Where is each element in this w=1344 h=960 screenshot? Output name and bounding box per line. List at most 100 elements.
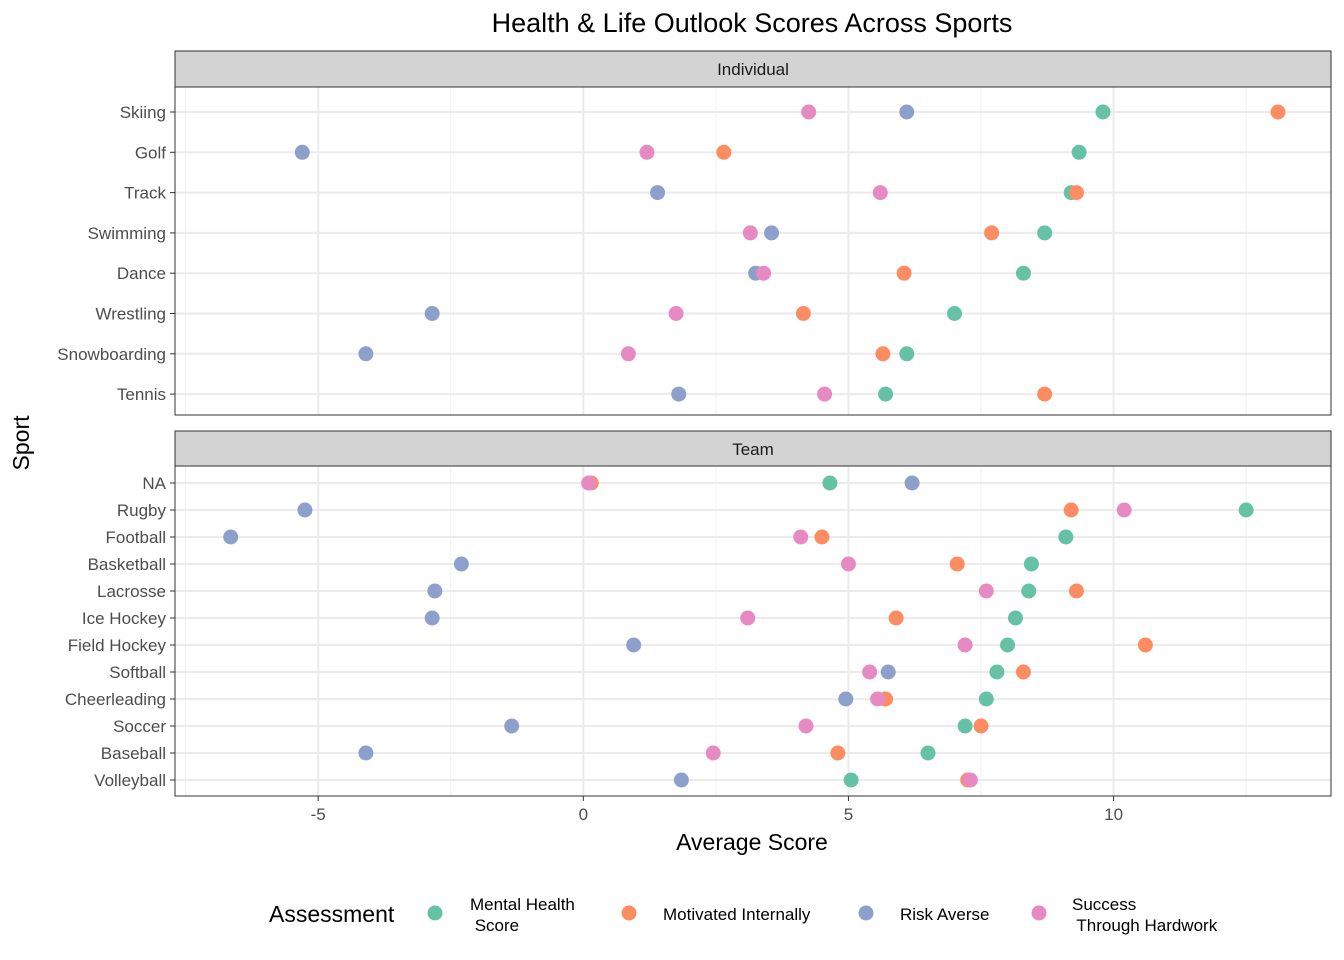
point-success-baseball xyxy=(705,745,721,761)
panel-background xyxy=(175,466,1331,796)
y-tick-label-tennis: Tennis xyxy=(117,385,166,404)
point-mental-skiing xyxy=(1095,104,1111,120)
panel-team-strip xyxy=(174,430,1332,467)
point-risk-ice-hockey xyxy=(424,610,440,626)
point-motivated-snowboarding xyxy=(875,346,891,362)
point-mental-dance xyxy=(1015,265,1031,281)
y-tick-label-soccer: Soccer xyxy=(113,717,166,736)
point-risk-tennis xyxy=(671,386,687,402)
panel-team-border xyxy=(174,465,1332,797)
point-motivated-football xyxy=(814,529,830,545)
point-risk-soccer xyxy=(504,718,520,734)
point-mental-cheerleading xyxy=(978,691,994,707)
y-tick-label-na: NA xyxy=(142,474,166,493)
point-risk-golf xyxy=(294,144,310,160)
panel-individual-grid xyxy=(175,87,1331,415)
point-mental-swimming xyxy=(1037,225,1053,241)
point-motivated-dance xyxy=(896,265,912,281)
point-success-dance xyxy=(756,265,772,281)
legend-key-motivated xyxy=(621,905,637,921)
point-mental-tennis xyxy=(878,386,894,402)
legend-label-risk: Risk Averse xyxy=(900,905,989,924)
y-tick-label-rugby: Rugby xyxy=(117,501,167,520)
point-success-lacrosse xyxy=(978,583,994,599)
y-tick-label-wrestling: Wrestling xyxy=(95,305,166,324)
point-mental-baseball xyxy=(920,745,936,761)
point-mental-volleyball xyxy=(843,772,859,788)
point-motivated-soccer xyxy=(973,718,989,734)
point-motivated-rugby xyxy=(1063,502,1079,518)
point-success-swimming xyxy=(742,225,758,241)
point-risk-football xyxy=(223,529,239,545)
legend-key-mental xyxy=(427,905,443,921)
point-mental-soccer xyxy=(957,718,973,734)
point-mental-field-hockey xyxy=(1000,637,1016,653)
point-motivated-lacrosse xyxy=(1068,583,1084,599)
point-mental-snowboarding xyxy=(899,346,915,362)
point-success-wrestling xyxy=(668,306,684,321)
x-tick-label: 5 xyxy=(844,805,853,824)
point-motivated-skiing xyxy=(1270,104,1286,120)
point-success-cheerleading xyxy=(870,691,886,707)
point-success-rugby xyxy=(1116,502,1132,518)
point-risk-softball xyxy=(880,664,896,680)
x-tick-label: 10 xyxy=(1104,805,1123,824)
point-success-field-hockey xyxy=(957,637,973,653)
legend-key-risk xyxy=(858,905,874,921)
panel-individual-strip xyxy=(174,50,1332,88)
point-risk-wrestling xyxy=(424,306,440,321)
point-mental-softball xyxy=(989,664,1005,680)
point-mental-basketball xyxy=(1023,556,1039,572)
x-tick-label: 0 xyxy=(579,805,588,824)
y-tick-label-snowboarding: Snowboarding xyxy=(57,345,166,364)
point-mental-football xyxy=(1058,529,1074,545)
point-motivated-golf xyxy=(716,144,732,160)
point-risk-track xyxy=(650,185,666,201)
panel-individual-border xyxy=(174,86,1332,416)
point-risk-rugby xyxy=(297,502,313,518)
point-risk-cheerleading xyxy=(838,691,854,707)
panel-team-strip-label: Team xyxy=(732,440,774,459)
panel-team: Team NA Rugby Football Basketball Lacrosse Ic… xyxy=(65,430,1332,797)
point-motivated-swimming xyxy=(984,225,1000,241)
point-risk-skiing xyxy=(899,104,915,120)
point-success-football xyxy=(793,529,809,545)
y-tick-label-ice-hockey: Ice Hockey xyxy=(82,609,167,628)
point-success-soccer xyxy=(798,718,814,734)
panel-team-grid xyxy=(175,466,1331,796)
point-risk-lacrosse xyxy=(427,583,443,599)
panel-individual-points xyxy=(294,104,1286,402)
point-risk-swimming xyxy=(764,225,780,241)
point-success-golf xyxy=(639,144,655,160)
point-success-track xyxy=(872,185,888,201)
point-mental-ice-hockey xyxy=(1007,610,1023,626)
panel-individual: Individual Skiing Golf Track Swimming Dance W… xyxy=(57,50,1332,416)
panel-individual-strip-label: Individual xyxy=(717,60,789,79)
point-success-basketball xyxy=(840,556,856,572)
legend-title: Assessment xyxy=(269,901,395,927)
point-success-ice-hockey xyxy=(740,610,756,626)
point-motivated-field-hockey xyxy=(1137,637,1153,653)
y-tick-label-field-hockey: Field Hockey xyxy=(68,636,167,655)
legend: Assessment Mental Health Score Motivated … xyxy=(269,895,1218,935)
point-motivated-wrestling xyxy=(795,306,811,321)
point-mental-golf xyxy=(1071,144,1087,160)
point-risk-baseball xyxy=(358,745,374,761)
y-tick-label-dance: Dance xyxy=(117,264,166,283)
x-axis: -5 0 5 10 xyxy=(311,796,1123,824)
point-success-na xyxy=(581,475,597,491)
legend-label-mental: Mental Health Score xyxy=(470,895,575,935)
y-tick-label-volleyball: Volleyball xyxy=(94,771,166,790)
panel-team-points xyxy=(223,475,1254,788)
point-success-snowboarding xyxy=(620,346,636,362)
point-mental-rugby xyxy=(1238,502,1254,518)
point-risk-basketball xyxy=(453,556,469,572)
panel-background xyxy=(175,87,1331,415)
y-tick-label-skiing: Skiing xyxy=(120,103,166,122)
point-risk-snowboarding xyxy=(358,346,374,362)
point-success-softball xyxy=(862,664,878,680)
point-motivated-ice-hockey xyxy=(888,610,904,626)
point-motivated-tennis xyxy=(1037,386,1053,402)
chart-title: Health & Life Outlook Scores Across Spor… xyxy=(492,8,1013,38)
